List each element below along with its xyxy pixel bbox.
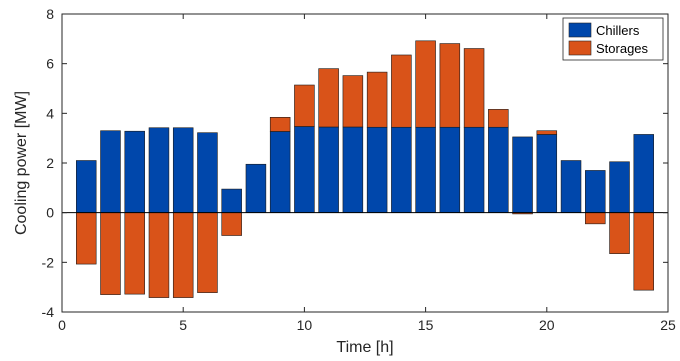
bar-storages-18 xyxy=(488,109,509,128)
legend: Chillers Storages xyxy=(562,17,664,61)
bar-chillers-1 xyxy=(76,160,97,213)
bar-chillers-4 xyxy=(148,127,170,213)
bar-chillers-21 xyxy=(560,160,582,213)
bar-storages-7 xyxy=(221,212,242,236)
bar-chillers-16 xyxy=(439,126,461,213)
y-tick-label: 0 xyxy=(46,205,54,221)
bar-storages-6 xyxy=(197,212,218,293)
bar-chillers-18 xyxy=(488,126,509,213)
bar-chillers-2 xyxy=(100,130,121,213)
y-tick-label: 6 xyxy=(46,56,54,72)
bar-chillers-11 xyxy=(318,126,339,213)
bar-chillers-14 xyxy=(391,126,412,213)
bar-chillers-5 xyxy=(172,127,194,213)
x-tick-label: 10 xyxy=(297,317,313,333)
bar-chillers-17 xyxy=(463,126,485,213)
bar-storages-15 xyxy=(415,40,436,128)
bar-chillers-9 xyxy=(269,131,291,213)
x-axis-ticks: 0 5 10 15 20 25 xyxy=(58,14,676,333)
bar-storages-3 xyxy=(124,212,145,295)
y-tick-label: 8 xyxy=(46,6,54,22)
bar-storages-16 xyxy=(439,43,461,128)
bar-chillers-20 xyxy=(536,134,558,213)
x-tick-label: 5 xyxy=(179,317,187,333)
bar-storages-5 xyxy=(172,212,194,298)
x-axis-label: Time [h] xyxy=(336,339,393,356)
bar-chillers-3 xyxy=(124,130,145,213)
bar-chillers-10 xyxy=(294,126,315,213)
bar-storages-11 xyxy=(318,68,339,128)
bar-chillers-23 xyxy=(609,161,630,213)
bar-storages-4 xyxy=(148,212,170,298)
bar-chillers-7 xyxy=(221,188,242,213)
x-tick-label: 0 xyxy=(58,317,66,333)
bar-chillers-6 xyxy=(197,132,218,213)
bar-storages-24 xyxy=(633,212,655,291)
legend-label-chillers: Chillers xyxy=(596,23,640,38)
y-axis-ticks: -4 -2 0 2 4 6 8 xyxy=(42,6,668,320)
y-tick-label: -4 xyxy=(42,304,55,320)
bar-storages-14 xyxy=(391,54,412,128)
x-tick-label: 15 xyxy=(418,317,434,333)
legend-label-storages: Storages xyxy=(596,41,649,56)
bar-storages-9 xyxy=(269,117,291,132)
bar-chillers-12 xyxy=(342,126,364,213)
bar-storages-1 xyxy=(76,212,97,265)
y-tick-label: -2 xyxy=(42,254,55,270)
bars-group xyxy=(76,40,655,298)
bar-chillers-24 xyxy=(633,134,655,213)
legend-swatch-chillers xyxy=(568,22,592,38)
bar-chillers-15 xyxy=(415,126,436,213)
bar-storages-22 xyxy=(585,212,606,225)
y-tick-label: 2 xyxy=(46,155,54,171)
bar-chillers-13 xyxy=(366,126,388,213)
bar-storages-23 xyxy=(609,212,630,254)
legend-swatch-storages xyxy=(568,40,592,56)
bar-storages-13 xyxy=(366,71,388,128)
bar-storages-20 xyxy=(536,130,558,135)
x-tick-label: 20 xyxy=(539,317,555,333)
bar-chillers-22 xyxy=(585,170,606,213)
bar-storages-2 xyxy=(100,212,121,295)
bar-chillers-8 xyxy=(245,163,267,213)
y-tick-label: 4 xyxy=(46,105,54,121)
bar-storages-12 xyxy=(342,75,364,128)
x-tick-label: 25 xyxy=(660,317,676,333)
y-axis-label: Cooling power [MW] xyxy=(13,91,30,235)
bar-storages-17 xyxy=(463,48,485,128)
bar-chillers-19 xyxy=(512,136,533,213)
bar-storages-10 xyxy=(294,84,315,127)
